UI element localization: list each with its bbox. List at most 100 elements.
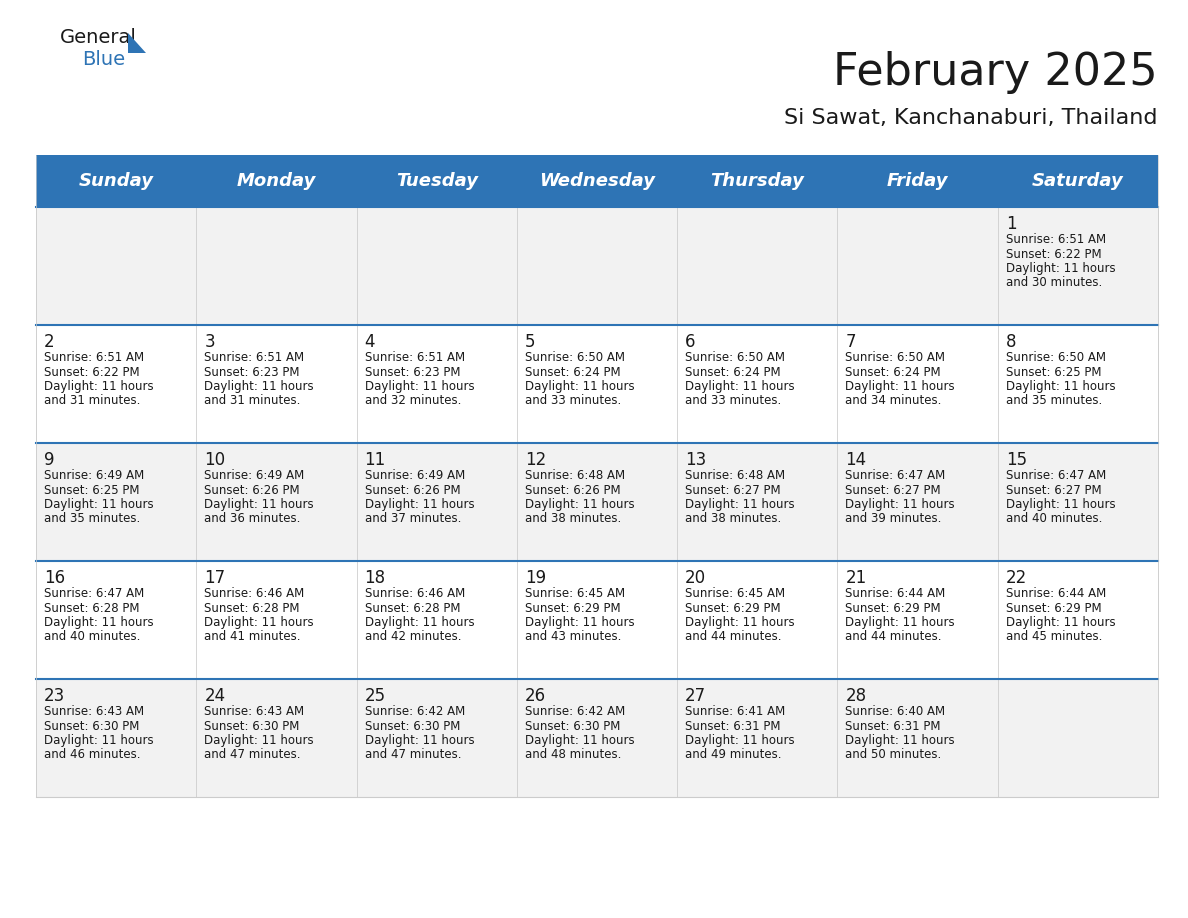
Text: Sunrise: 6:50 AM: Sunrise: 6:50 AM (1006, 351, 1106, 364)
Text: and 42 minutes.: and 42 minutes. (365, 631, 461, 644)
Text: Sunrise: 6:46 AM: Sunrise: 6:46 AM (365, 587, 465, 600)
Text: Daylight: 11 hours: Daylight: 11 hours (846, 734, 955, 747)
Text: Sunset: 6:23 PM: Sunset: 6:23 PM (204, 365, 299, 378)
Text: Sunrise: 6:51 AM: Sunrise: 6:51 AM (365, 351, 465, 364)
Text: 25: 25 (365, 687, 386, 705)
Text: Sunset: 6:22 PM: Sunset: 6:22 PM (44, 365, 140, 378)
Text: 1: 1 (1006, 215, 1017, 233)
Text: 8: 8 (1006, 333, 1016, 351)
Bar (838, 207, 998, 325)
Text: 5: 5 (525, 333, 536, 351)
Bar (998, 679, 1158, 797)
Text: Daylight: 11 hours: Daylight: 11 hours (525, 498, 634, 511)
Text: 26: 26 (525, 687, 546, 705)
Text: Sunrise: 6:50 AM: Sunrise: 6:50 AM (846, 351, 946, 364)
Text: and 40 minutes.: and 40 minutes. (44, 631, 140, 644)
Text: 15: 15 (1006, 451, 1026, 469)
Text: 28: 28 (846, 687, 866, 705)
Bar (196, 443, 356, 561)
Text: Sunset: 6:24 PM: Sunset: 6:24 PM (525, 365, 620, 378)
Text: Sunset: 6:27 PM: Sunset: 6:27 PM (846, 484, 941, 497)
Bar (517, 325, 677, 443)
Text: Daylight: 11 hours: Daylight: 11 hours (846, 380, 955, 393)
Text: and 46 minutes.: and 46 minutes. (44, 748, 140, 762)
Text: and 47 minutes.: and 47 minutes. (365, 748, 461, 762)
Text: Sunset: 6:26 PM: Sunset: 6:26 PM (525, 484, 620, 497)
Text: Sunset: 6:29 PM: Sunset: 6:29 PM (846, 601, 941, 614)
Text: 14: 14 (846, 451, 866, 469)
Bar (356, 207, 517, 325)
Text: 4: 4 (365, 333, 375, 351)
Bar (517, 679, 677, 797)
Text: Daylight: 11 hours: Daylight: 11 hours (365, 734, 474, 747)
Bar (517, 561, 677, 679)
Text: Sunset: 6:22 PM: Sunset: 6:22 PM (1006, 248, 1101, 261)
Text: and 31 minutes.: and 31 minutes. (44, 395, 140, 408)
Text: Sunrise: 6:42 AM: Sunrise: 6:42 AM (525, 705, 625, 718)
Bar (196, 325, 356, 443)
Bar (677, 561, 838, 679)
Text: Daylight: 11 hours: Daylight: 11 hours (1006, 498, 1116, 511)
Bar (356, 443, 517, 561)
Bar (998, 561, 1158, 679)
Text: 27: 27 (685, 687, 707, 705)
Bar (36, 155, 1158, 207)
Text: 21: 21 (846, 569, 867, 587)
Text: Sunrise: 6:40 AM: Sunrise: 6:40 AM (846, 705, 946, 718)
Text: and 45 minutes.: and 45 minutes. (1006, 631, 1102, 644)
Text: Sunset: 6:25 PM: Sunset: 6:25 PM (44, 484, 139, 497)
Text: Wednesday: Wednesday (539, 172, 655, 190)
Text: Sunday: Sunday (78, 172, 153, 190)
Text: Daylight: 11 hours: Daylight: 11 hours (44, 498, 153, 511)
Text: and 47 minutes.: and 47 minutes. (204, 748, 301, 762)
Text: 13: 13 (685, 451, 707, 469)
Bar (36, 561, 196, 679)
Text: Sunset: 6:30 PM: Sunset: 6:30 PM (204, 720, 299, 733)
Text: and 43 minutes.: and 43 minutes. (525, 631, 621, 644)
Bar (36, 679, 196, 797)
Text: and 38 minutes.: and 38 minutes. (685, 512, 782, 525)
Text: Tuesday: Tuesday (396, 172, 478, 190)
Text: Daylight: 11 hours: Daylight: 11 hours (685, 380, 795, 393)
Text: Daylight: 11 hours: Daylight: 11 hours (365, 380, 474, 393)
Text: Sunset: 6:24 PM: Sunset: 6:24 PM (846, 365, 941, 378)
Text: Sunrise: 6:42 AM: Sunrise: 6:42 AM (365, 705, 465, 718)
Text: Sunset: 6:29 PM: Sunset: 6:29 PM (525, 601, 620, 614)
Text: Daylight: 11 hours: Daylight: 11 hours (44, 734, 153, 747)
Text: and 36 minutes.: and 36 minutes. (204, 512, 301, 525)
Text: and 33 minutes.: and 33 minutes. (525, 395, 621, 408)
Text: and 40 minutes.: and 40 minutes. (1006, 512, 1102, 525)
Text: Sunrise: 6:49 AM: Sunrise: 6:49 AM (204, 469, 304, 482)
Text: 16: 16 (44, 569, 65, 587)
Text: Sunset: 6:26 PM: Sunset: 6:26 PM (365, 484, 460, 497)
Text: 24: 24 (204, 687, 226, 705)
Text: Sunrise: 6:51 AM: Sunrise: 6:51 AM (1006, 233, 1106, 246)
Text: Daylight: 11 hours: Daylight: 11 hours (44, 380, 153, 393)
Bar (838, 679, 998, 797)
Text: Daylight: 11 hours: Daylight: 11 hours (685, 734, 795, 747)
Bar (36, 325, 196, 443)
Text: 10: 10 (204, 451, 226, 469)
Bar (838, 325, 998, 443)
Text: and 33 minutes.: and 33 minutes. (685, 395, 782, 408)
Text: Sunrise: 6:51 AM: Sunrise: 6:51 AM (44, 351, 144, 364)
Text: Sunrise: 6:48 AM: Sunrise: 6:48 AM (525, 469, 625, 482)
Text: Daylight: 11 hours: Daylight: 11 hours (525, 380, 634, 393)
Bar (838, 561, 998, 679)
Bar (838, 443, 998, 561)
Text: Sunset: 6:30 PM: Sunset: 6:30 PM (525, 720, 620, 733)
Text: Sunset: 6:31 PM: Sunset: 6:31 PM (685, 720, 781, 733)
Text: Daylight: 11 hours: Daylight: 11 hours (846, 616, 955, 629)
Text: Daylight: 11 hours: Daylight: 11 hours (685, 498, 795, 511)
Text: and 50 minutes.: and 50 minutes. (846, 748, 942, 762)
Text: Daylight: 11 hours: Daylight: 11 hours (1006, 616, 1116, 629)
Text: and 35 minutes.: and 35 minutes. (1006, 395, 1102, 408)
Text: and 44 minutes.: and 44 minutes. (685, 631, 782, 644)
Text: 19: 19 (525, 569, 546, 587)
Bar (677, 679, 838, 797)
Text: Sunrise: 6:45 AM: Sunrise: 6:45 AM (525, 587, 625, 600)
Text: 6: 6 (685, 333, 696, 351)
Text: and 48 minutes.: and 48 minutes. (525, 748, 621, 762)
Text: Sunrise: 6:49 AM: Sunrise: 6:49 AM (44, 469, 144, 482)
Text: Sunrise: 6:51 AM: Sunrise: 6:51 AM (204, 351, 304, 364)
